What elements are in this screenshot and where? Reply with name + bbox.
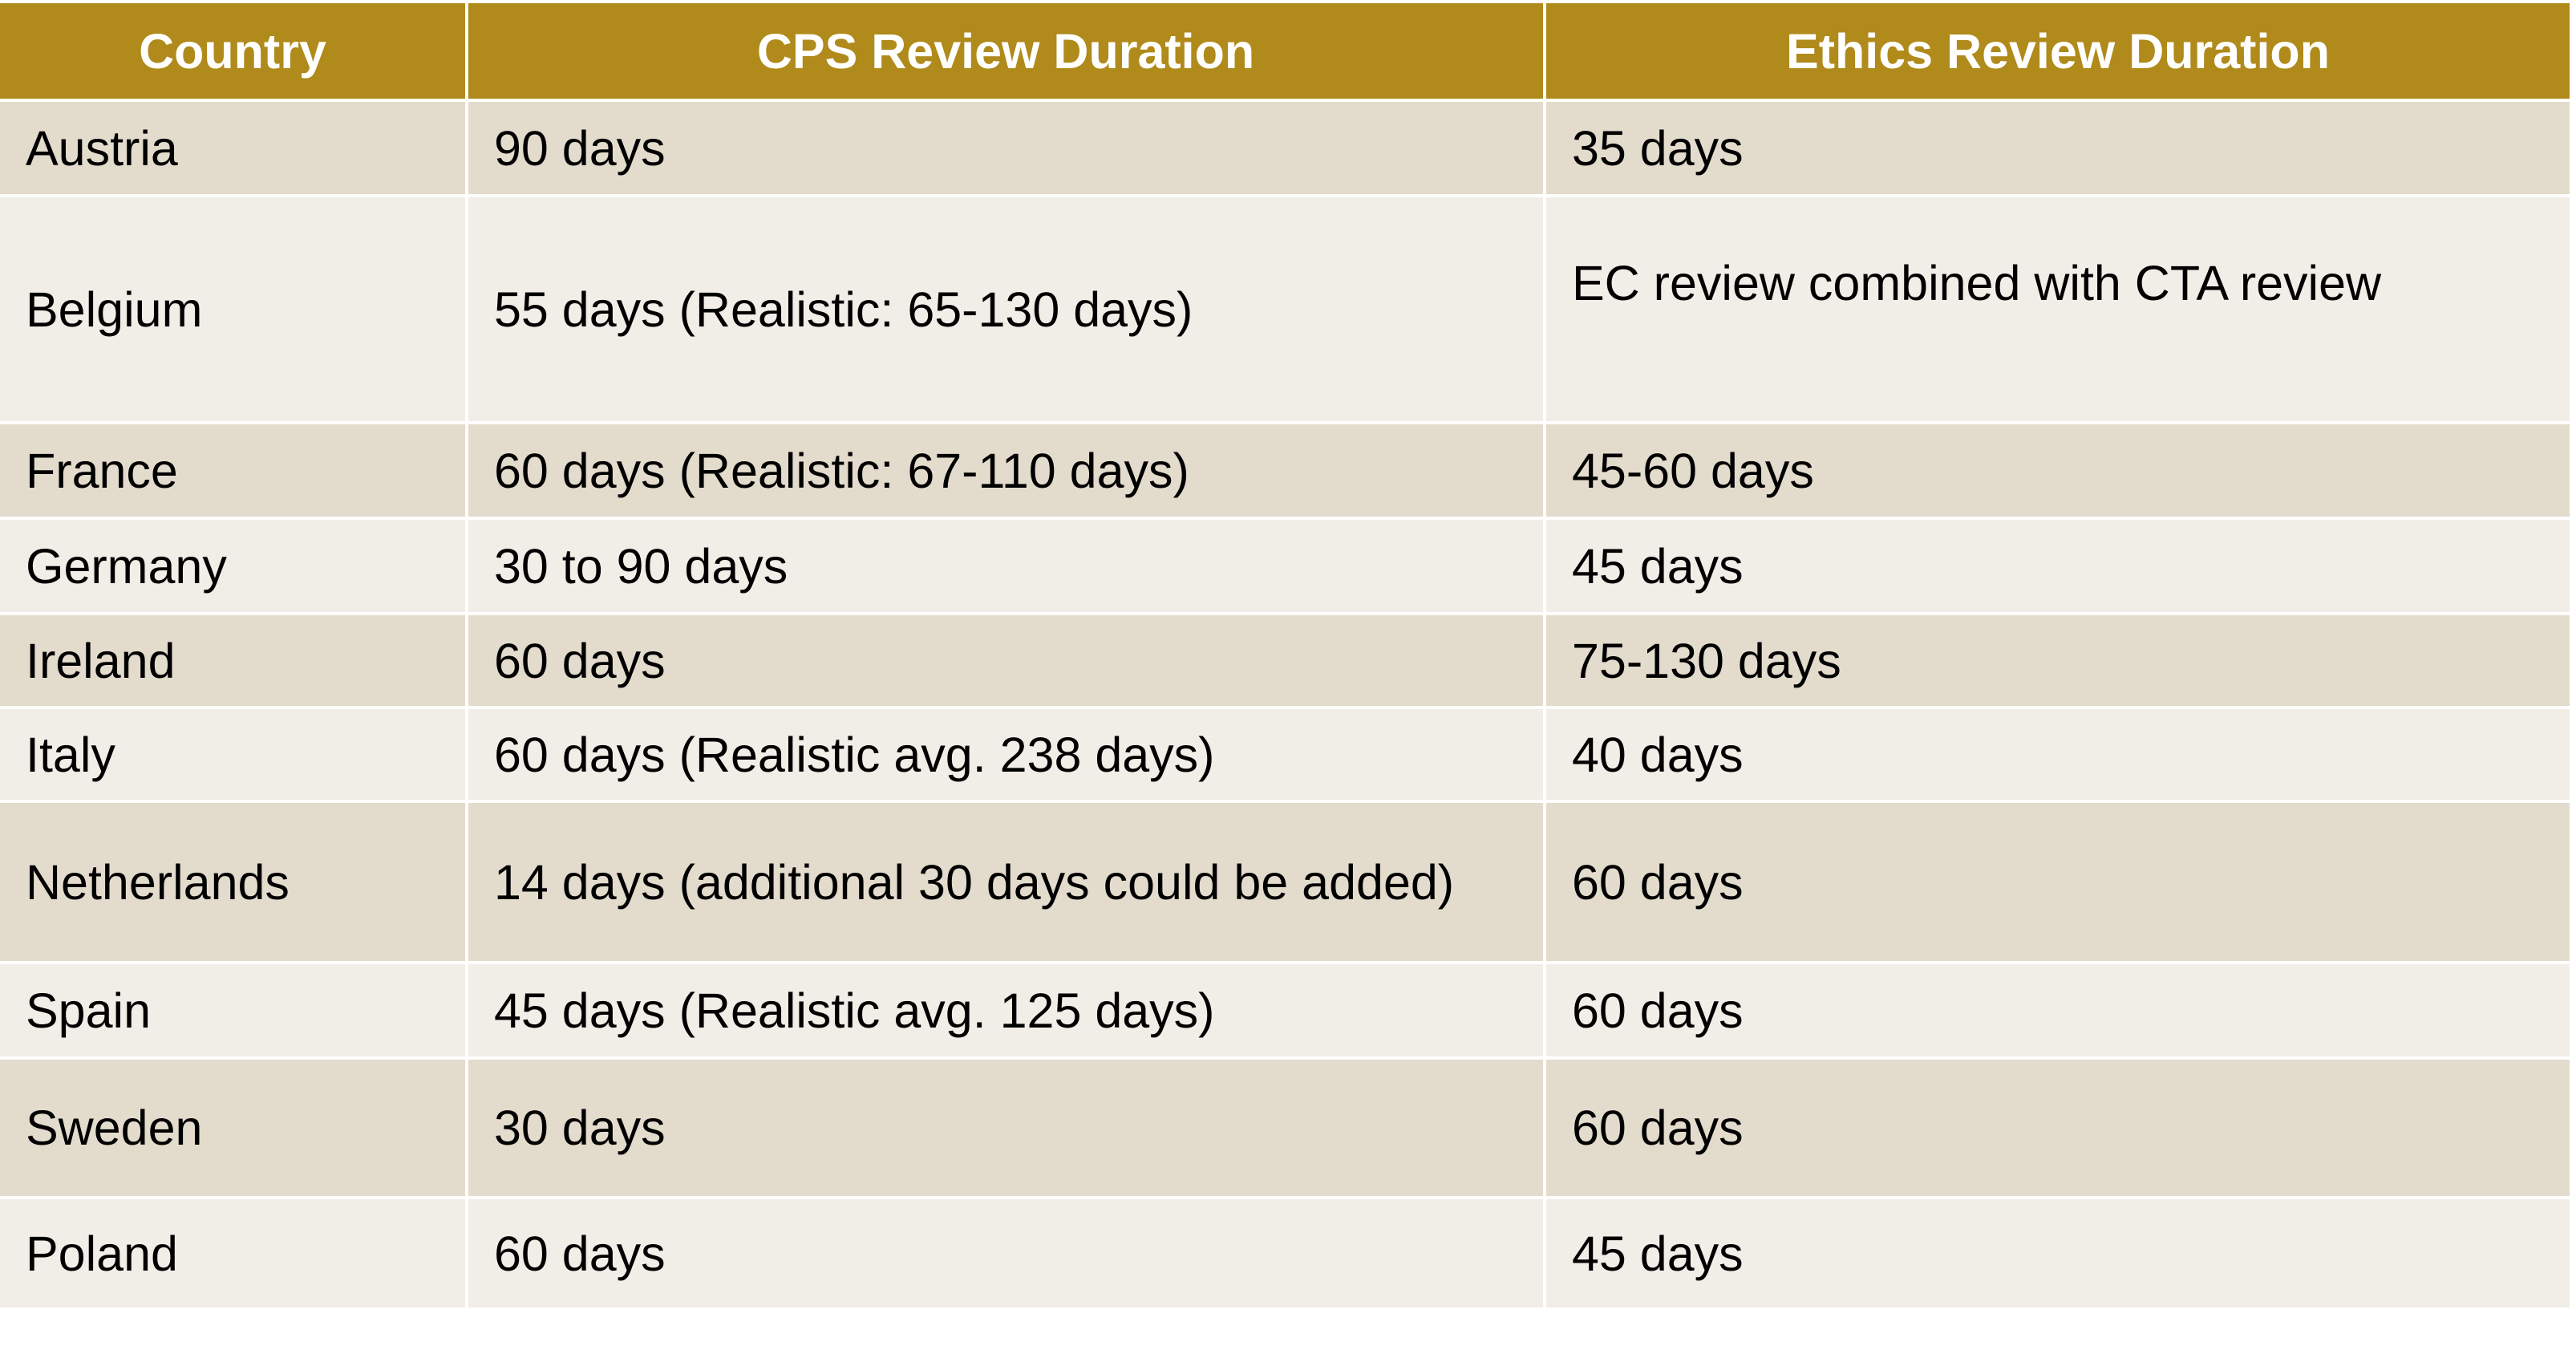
table-cell: Sweden (0, 1060, 465, 1196)
table-cell: Germany (0, 520, 465, 612)
table-cell: Belgium (0, 197, 465, 421)
table-row: Spain 45 days (Realistic avg. 125 days) 60… (0, 964, 2570, 1056)
table-row: Germany 30 to 90 days 45 days (0, 520, 2570, 612)
table-cell: 90 days (468, 102, 1543, 194)
table-cell: 75-130 days (1546, 615, 2570, 706)
table-row: Belgium 55 days (Realistic: 65-130 days) E… (0, 197, 2570, 421)
table-cell: 55 days (Realistic: 65-130 days) (468, 197, 1543, 421)
table-cell: 14 days (additional 30 days could be add… (468, 803, 1543, 961)
table-cell: 60 days (Realistic avg. 238 days) (468, 709, 1543, 800)
table-cell: 60 days (1546, 964, 2570, 1056)
table-cell: Austria (0, 102, 465, 194)
table-cell: Netherlands (0, 803, 465, 961)
column-header: CPS Review Duration (468, 3, 1543, 99)
header-row: Country CPS Review Duration Ethics Review … (0, 3, 2570, 99)
table-cell: 45 days (Realistic avg. 125 days) (468, 964, 1543, 1056)
table-cell: EC review combined with CTA review (1546, 197, 2570, 421)
column-header: Ethics Review Duration (1546, 3, 2570, 99)
table-cell: Spain (0, 964, 465, 1056)
table-cell: 60 days (468, 615, 1543, 706)
column-header: Country (0, 3, 465, 99)
table-cell: 35 days (1546, 102, 2570, 194)
table-cell: 30 days (468, 1060, 1543, 1196)
table-row: Austria 90 days 35 days (0, 102, 2570, 194)
table-cell: 40 days (1546, 709, 2570, 800)
table-cell: 60 days (1546, 1060, 2570, 1196)
table-row: France 60 days (Realistic: 67-110 days) 45… (0, 424, 2570, 517)
table-cell: Poland (0, 1199, 465, 1307)
table-cell: 60 days (468, 1199, 1543, 1307)
review-table: Country CPS Review Duration Ethics Review … (0, 3, 2570, 1307)
table-cell: 45-60 days (1546, 424, 2570, 517)
table-cell: Italy (0, 709, 465, 800)
table-cell: 45 days (1546, 520, 2570, 612)
table-row: Netherlands 14 days (additional 30 days c… (0, 803, 2570, 961)
table-cell: 45 days (1546, 1199, 2570, 1307)
table-cell: Ireland (0, 615, 465, 706)
table-cell: France (0, 424, 465, 517)
table-cell: 60 days (1546, 803, 2570, 961)
table-cell: 30 to 90 days (468, 520, 1543, 612)
table-row: Ireland 60 days 75-130 days (0, 615, 2570, 706)
table-row: Sweden 30 days 60 days (0, 1060, 2570, 1196)
table-row: Poland 60 days 45 days (0, 1199, 2570, 1307)
table-cell: 60 days (Realistic: 67-110 days) (468, 424, 1543, 517)
table-row: Italy 60 days (Realistic avg. 238 days) 40… (0, 709, 2570, 800)
